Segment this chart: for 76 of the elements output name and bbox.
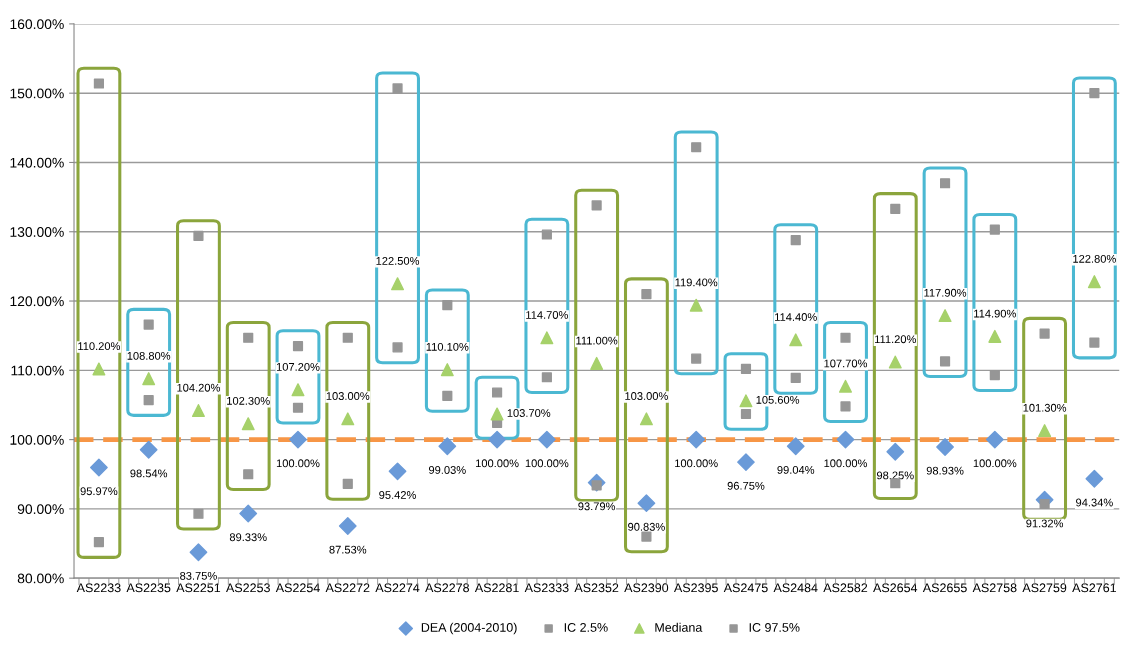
data-label: 95.42%: [379, 491, 416, 499]
data-label: 111.00%: [576, 336, 618, 345]
data-label: 122.80%: [1073, 254, 1116, 263]
data-label: 107.70%: [824, 359, 868, 368]
data-label: 90.83%: [628, 522, 665, 531]
x-tick-label: AS2253: [226, 583, 270, 593]
data-label: 108.80%: [127, 351, 171, 360]
x-tick-label: AS2333: [524, 583, 569, 593]
data-label: 103.00%: [625, 392, 668, 400]
data-label: 101.30%: [1023, 403, 1067, 412]
y-tick-label: 80.00%: [17, 573, 64, 584]
data-label: 110.20%: [78, 342, 121, 351]
legend-label: DEA (2004-2010): [421, 622, 517, 635]
x-tick-label: AS2761: [1072, 583, 1117, 593]
data-label: 87.53%: [329, 545, 367, 554]
data-label: 96.75%: [727, 481, 765, 490]
x-tick-label: AS2654: [873, 583, 918, 593]
x-tick-label: AS2272: [325, 583, 370, 593]
data-label: 102.30%: [227, 396, 270, 405]
x-tick-label: AS2390: [624, 583, 669, 593]
x-tick-label: AS2233: [76, 583, 121, 593]
y-tick-label: 140.00%: [10, 157, 64, 168]
y-tick-label: 150.00%: [10, 88, 64, 99]
y-tick-label: 110.00%: [11, 365, 64, 376]
y-tick-label: 160.00%: [10, 19, 64, 30]
data-label: 99.04%: [777, 465, 815, 474]
x-tick-label: AS2274: [375, 583, 420, 593]
data-label: 117.90%: [924, 288, 967, 297]
x-tick-label: AS2281: [474, 583, 519, 593]
data-label: 100.00%: [675, 459, 718, 468]
x-tick-label: AS2582: [823, 583, 868, 593]
data-label: 107.20%: [276, 362, 320, 371]
legend-label: IC 97.5%: [749, 623, 800, 632]
x-tick-label: AS2758: [972, 583, 1017, 593]
legend-label: Mediana: [655, 622, 703, 632]
x-tick-label: AS2254: [275, 583, 320, 593]
data-label: 103.70%: [507, 409, 551, 417]
data-label: 114.70%: [526, 311, 568, 319]
x-tick-label: AS2278: [425, 583, 470, 593]
data-label: 100.00%: [276, 459, 320, 468]
x-tick-label: AS2484: [773, 583, 818, 593]
data-label: 98.93%: [926, 466, 964, 475]
data-label: 95.97%: [80, 487, 118, 496]
data-label: 110.10%: [426, 342, 469, 351]
data-label: 98.54%: [130, 469, 168, 478]
y-tick-label: 120.00%: [10, 296, 64, 307]
data-label: 100.00%: [824, 459, 868, 468]
data-label: 89.33%: [229, 533, 267, 542]
data-label: 83.75%: [180, 571, 217, 580]
x-tick-label: AS2395: [673, 583, 718, 593]
data-label: 94.34%: [1076, 498, 1113, 507]
x-tick-label: AS2235: [126, 583, 171, 593]
y-tick-label: 100.00%: [10, 434, 64, 445]
legend-label: IC 2.5%: [564, 623, 608, 632]
y-tick-label: 90.00%: [17, 504, 64, 515]
data-label: 100.00%: [973, 459, 1017, 468]
data-label: 105.60%: [756, 395, 800, 404]
x-tick-label: AS2352: [574, 583, 619, 593]
data-label: 104.20%: [177, 383, 220, 392]
data-label: 122.50%: [376, 256, 420, 265]
y-tick-label: 130.00%: [10, 227, 64, 237]
data-label: 93.79%: [578, 502, 616, 511]
x-tick-label: AS2251: [176, 583, 221, 593]
data-label: 100.00%: [525, 459, 569, 468]
data-label: 98.25%: [876, 471, 914, 480]
x-tick-label: AS2759: [1022, 583, 1067, 593]
data-label: 99.03%: [429, 466, 466, 474]
data-label: 119.40%: [675, 278, 718, 287]
data-label: 114.40%: [775, 313, 817, 321]
data-label: 114.90%: [974, 309, 1016, 318]
data-label: 100.00%: [476, 459, 519, 468]
data-label: 111.20%: [875, 335, 916, 344]
x-tick-label: AS2475: [723, 583, 768, 593]
x-tick-label: AS2655: [922, 583, 967, 593]
data-label: 103.00%: [326, 392, 370, 400]
data-label: 91.32%: [1026, 519, 1064, 528]
